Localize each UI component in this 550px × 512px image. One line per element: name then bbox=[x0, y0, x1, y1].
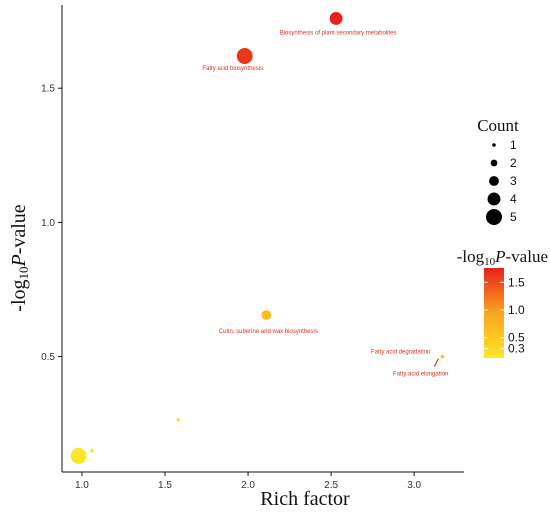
size-legend-dot bbox=[486, 209, 502, 225]
color-legend-title-suffix: -value bbox=[506, 247, 548, 266]
size-legend-label: 1 bbox=[510, 138, 517, 152]
y-axis-label-prefix: -log bbox=[8, 279, 30, 311]
size-legend-dot bbox=[490, 159, 498, 167]
data-point bbox=[70, 447, 87, 464]
colorbar-tick-label: 1.5 bbox=[508, 275, 525, 289]
x-tick-label: 2.0 bbox=[241, 480, 255, 491]
size-legend-label: 5 bbox=[510, 210, 517, 224]
data-point bbox=[90, 448, 94, 453]
size-legend-label: 4 bbox=[510, 192, 517, 206]
x-tick-label: 2.5 bbox=[324, 480, 338, 491]
size-legend: Count 1 2 3 4 5 bbox=[477, 116, 519, 225]
x-tick-label: 1.5 bbox=[158, 480, 172, 491]
point-label: Biosynthesis of plant secondary metaboli… bbox=[280, 30, 397, 36]
point-labels: Biosynthesis of plant secondary metaboli… bbox=[202, 30, 448, 377]
color-legend-title-italic: P bbox=[494, 247, 505, 266]
point-label: Cutin, suberine and wax biosynthesis bbox=[219, 329, 318, 335]
y-axis-label: -log10P-value bbox=[8, 204, 31, 312]
data-point bbox=[440, 354, 445, 359]
y-axis-label-italic: P bbox=[8, 254, 30, 267]
label-leader-line bbox=[433, 358, 439, 367]
colorbar-ticks: 0.30.5 1.0 1.5 bbox=[484, 275, 525, 356]
color-legend-title: -log10P-value bbox=[457, 247, 548, 268]
colorbar-tick-label: 1.0 bbox=[508, 303, 525, 317]
y-axis-label-sub: 10 bbox=[16, 266, 31, 279]
data-points bbox=[70, 11, 445, 464]
data-point bbox=[329, 11, 343, 25]
point-label: Fatty acid elongation bbox=[393, 372, 448, 378]
x-tick-label: 3.0 bbox=[407, 480, 421, 491]
point-label: Fatty acid biosynthesis bbox=[202, 66, 263, 72]
size-legend-dot bbox=[489, 176, 499, 186]
data-point bbox=[236, 47, 253, 64]
color-legend-title-sub: 10 bbox=[484, 256, 496, 268]
axes: 1.0 1.5 2.0 2.5 3.0 0.5 1.0 1.5 bbox=[41, 5, 464, 491]
colorbar-tick-label: 0.3 bbox=[508, 342, 525, 356]
y-tick-label: 1.0 bbox=[41, 218, 55, 229]
size-legend-dot bbox=[492, 143, 496, 147]
size-legend-items: 1 2 3 4 5 bbox=[486, 138, 517, 225]
size-legend-label: 2 bbox=[510, 156, 517, 170]
color-legend: -log10P-value 0.30.5 1.0 1.5 bbox=[457, 247, 548, 358]
color-legend-title-prefix: -log bbox=[457, 247, 485, 266]
colorbar-tick-label: 0.5 bbox=[508, 331, 525, 345]
y-tick-label: 1.5 bbox=[41, 84, 55, 95]
colorbar bbox=[484, 268, 504, 358]
data-point bbox=[261, 310, 272, 320]
x-tick-label: 1.0 bbox=[75, 480, 89, 491]
data-point bbox=[176, 417, 181, 422]
size-legend-dot bbox=[487, 192, 501, 206]
x-axis-label: Rich factor bbox=[260, 488, 350, 510]
y-tick-label: 0.5 bbox=[41, 352, 55, 363]
size-legend-title: Count bbox=[477, 116, 519, 135]
y-axis-label-suffix: -value bbox=[8, 204, 30, 254]
size-legend-label: 3 bbox=[510, 174, 517, 188]
point-label: Fatty acid degradation bbox=[371, 350, 430, 356]
